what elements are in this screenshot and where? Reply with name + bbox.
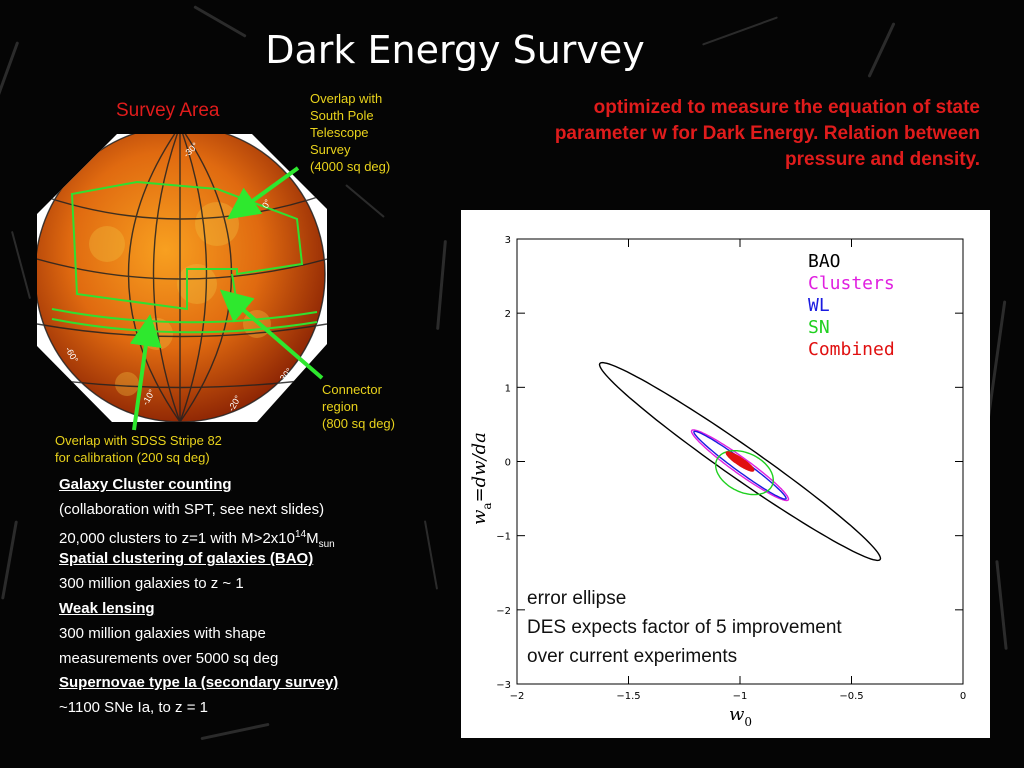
slide-title: Dark Energy Survey <box>265 28 645 72</box>
y-axis-label-rest: =dw/da <box>469 432 490 502</box>
legend-clusters: Clusters <box>808 273 895 294</box>
connector-region-note: Connector region (800 sq deg) <box>322 382 395 431</box>
sdss-arrow <box>129 314 162 431</box>
connector-arrow <box>219 289 324 380</box>
y-tick-label: 1 <box>505 383 511 394</box>
y-tick-label: −2 <box>496 606 511 617</box>
ellipse-chart-panel: −2 −1.5 −1 −0.5 0 −3 −2 −1 0 1 2 3 w0 wa=dw/da BAO … <box>461 210 990 738</box>
x-tick-label: 0 <box>960 691 966 702</box>
ellipse-wl <box>693 430 787 500</box>
y-tick-label: 0 <box>505 458 511 469</box>
y-tick-label: −3 <box>496 680 511 691</box>
cluster-mass-unit: M <box>306 529 319 547</box>
legend-bao: BAO <box>808 251 841 272</box>
y-tick-label: 2 <box>505 309 511 320</box>
sdss-overlap-note: Overlap with SDSS Stripe 82 for calibrat… <box>55 433 222 465</box>
sn-heading: Supernovae type Ia (secondary survey) <box>59 674 339 692</box>
survey-footprint-outline <box>51 180 318 334</box>
cluster-line: (collaboration with SPT, see next slides… <box>59 500 325 518</box>
wl-line: measurements over 5000 sq deg <box>59 649 279 667</box>
x-axis-label: w0 <box>729 704 752 729</box>
x-tick-label: −0.5 <box>839 691 863 702</box>
bao-line: 300 million galaxies to z ~ 1 <box>59 575 244 593</box>
survey-area-label: Survey Area <box>116 100 220 121</box>
y-tick-label: 3 <box>505 235 511 246</box>
x-tick-label: −2 <box>510 691 525 702</box>
legend-sn: SN <box>808 317 830 338</box>
legend-combined: Combined <box>808 339 895 360</box>
y-axis-label-main: w <box>469 509 490 525</box>
y-axis-label-sub: a <box>480 502 494 509</box>
cluster-mass-text: 20,000 clusters to z=1 with M>2x10 <box>59 529 295 547</box>
cluster-heading: Galaxy Cluster counting <box>59 476 232 493</box>
ellipses-group <box>598 361 882 562</box>
y-axis-label: wa=dw/da <box>469 432 494 525</box>
chart-note: error ellipse DES expects factor of 5 im… <box>527 588 842 667</box>
cluster-mass-subscript: sun <box>318 538 335 550</box>
y-tick-label: −1 <box>496 532 511 543</box>
spt-arrow <box>227 166 300 220</box>
x-axis-label-main: w <box>729 704 745 725</box>
ellipse-bao <box>598 361 882 562</box>
wl-heading: Weak lensing <box>59 599 155 617</box>
ellipse-sn <box>714 449 775 496</box>
legend-wl: WL <box>808 295 830 316</box>
cluster-line: 20,000 clusters to z=1 with M>2x1014Msun <box>59 523 459 550</box>
graticule-lines <box>37 134 327 422</box>
x-axis-label-sub: 0 <box>744 715 752 729</box>
science-list: Galaxy Cluster counting (collaboration w… <box>59 473 459 721</box>
spt-overlap-note: Overlap with South Pole Telescope Survey… <box>310 91 391 174</box>
x-tick-label: −1 <box>733 691 748 702</box>
cluster-mass-exponent: 14 <box>294 528 307 540</box>
sn-line: ~1100 SNe Ia, to z = 1 <box>59 699 208 717</box>
optimized-description: optimized to measure the equation of sta… <box>554 97 980 170</box>
wl-line: 300 million galaxies with shape <box>59 624 266 642</box>
ellipse-combined <box>725 451 755 472</box>
x-tick-label: −1.5 <box>616 691 640 702</box>
bao-heading: Spatial clustering of galaxies (BAO) <box>59 550 314 568</box>
